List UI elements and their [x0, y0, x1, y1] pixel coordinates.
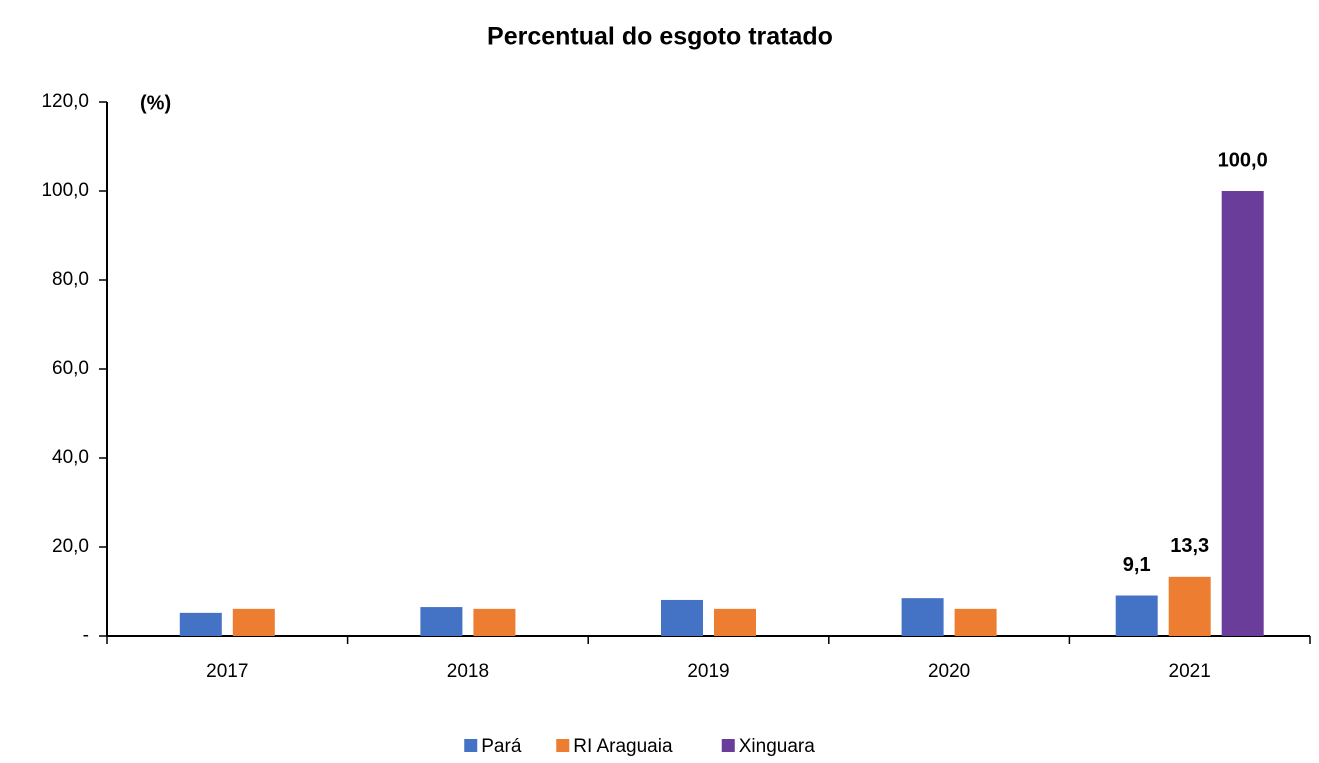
bar — [901, 598, 944, 636]
bar — [473, 608, 516, 636]
chart-title: Percentual do esgoto tratado — [487, 23, 833, 51]
x-tick-label: 2017 — [206, 661, 248, 682]
bar — [179, 612, 222, 636]
legend-swatch — [464, 739, 478, 752]
bar — [1115, 595, 1158, 636]
bar — [1221, 191, 1264, 636]
y-tick-label: 40,0 — [52, 447, 89, 468]
y-tick-label: - — [83, 625, 89, 646]
y-tick-label: 60,0 — [52, 358, 89, 379]
y-axis-label: (%) — [140, 92, 171, 114]
bar — [420, 607, 463, 636]
legend-label: RI Araguaia — [573, 736, 673, 757]
data-label: 9,1 — [1123, 554, 1151, 576]
x-tick-label: 2021 — [1169, 661, 1211, 682]
x-tick-label: 2019 — [687, 661, 729, 682]
bar — [232, 608, 275, 636]
x-tick-label: 2020 — [928, 661, 970, 682]
legend-label: Xinguara — [739, 736, 815, 757]
data-label: 13,3 — [1170, 535, 1209, 557]
bar — [1168, 576, 1211, 636]
y-tick-label: 120,0 — [41, 91, 89, 112]
y-tick-label: 20,0 — [52, 536, 89, 557]
y-tick-label: 80,0 — [52, 269, 89, 290]
legend-label: Pará — [481, 736, 522, 757]
legend-swatch — [721, 739, 735, 752]
y-tick-label: 100,0 — [41, 180, 89, 201]
legend-swatch — [556, 739, 570, 752]
bar — [954, 608, 997, 636]
bar — [714, 608, 756, 636]
x-tick-label: 2018 — [447, 661, 489, 682]
bar — [661, 599, 703, 636]
data-label: 100,0 — [1218, 149, 1268, 171]
